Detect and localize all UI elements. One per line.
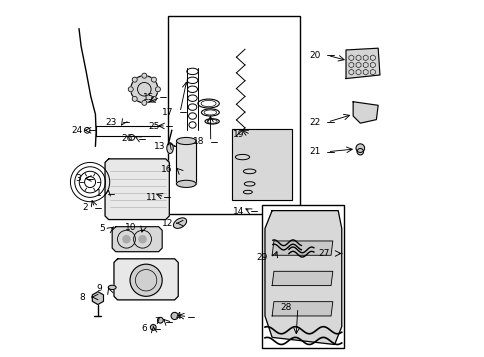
Text: 11: 11 [146, 192, 158, 202]
Circle shape [150, 325, 156, 330]
Polygon shape [272, 302, 332, 316]
Circle shape [157, 317, 163, 323]
Text: 7: 7 [153, 317, 159, 326]
Ellipse shape [166, 143, 173, 154]
Bar [176, 141, 196, 184]
Polygon shape [345, 48, 379, 79]
Bar [168, 16, 300, 214]
Text: 21: 21 [309, 147, 320, 156]
Text: 13: 13 [154, 142, 166, 151]
Text: 5: 5 [99, 224, 105, 233]
Circle shape [132, 96, 137, 101]
Text: 1: 1 [95, 189, 101, 198]
Text: 3: 3 [75, 174, 81, 183]
Ellipse shape [108, 285, 116, 290]
Bar [176, 141, 196, 184]
Circle shape [356, 149, 363, 155]
Circle shape [130, 264, 162, 296]
Text: 6: 6 [141, 324, 147, 333]
Text: 17: 17 [162, 108, 173, 117]
Text: 4: 4 [175, 312, 181, 321]
Text: 22: 22 [309, 117, 320, 127]
Circle shape [355, 144, 364, 152]
Text: 2: 2 [82, 203, 88, 212]
Ellipse shape [176, 137, 196, 145]
Bar [261, 205, 344, 348]
Polygon shape [352, 102, 378, 123]
Text: 18: 18 [193, 137, 204, 146]
Text: 16: 16 [160, 165, 172, 175]
Polygon shape [105, 159, 169, 220]
Text: 26: 26 [121, 134, 132, 143]
Bar [231, 129, 292, 200]
Circle shape [132, 77, 137, 82]
Circle shape [122, 236, 130, 243]
Bar [231, 129, 292, 200]
Circle shape [131, 76, 158, 103]
Ellipse shape [176, 180, 196, 187]
Text: 8: 8 [79, 292, 85, 302]
Text: 14: 14 [232, 207, 244, 216]
Polygon shape [92, 292, 103, 305]
Text: 27: 27 [318, 249, 329, 258]
Circle shape [151, 96, 156, 101]
Polygon shape [264, 211, 341, 345]
Polygon shape [272, 271, 332, 286]
Text: 15: 15 [142, 92, 153, 102]
Circle shape [139, 236, 146, 243]
Text: 25: 25 [148, 121, 159, 131]
Text: 19: 19 [232, 130, 244, 139]
Polygon shape [112, 227, 162, 252]
Circle shape [151, 77, 156, 82]
Circle shape [141, 100, 147, 105]
Text: 24: 24 [72, 126, 83, 135]
Polygon shape [114, 259, 178, 300]
Ellipse shape [173, 218, 186, 228]
Text: 29: 29 [257, 253, 268, 262]
Circle shape [128, 87, 133, 92]
Text: 10: 10 [125, 223, 136, 232]
Text: 20: 20 [309, 51, 320, 60]
Circle shape [141, 73, 147, 78]
Circle shape [171, 312, 178, 320]
Circle shape [155, 87, 160, 92]
Polygon shape [272, 241, 332, 255]
Text: 23: 23 [105, 118, 117, 127]
Text: 12: 12 [161, 218, 172, 228]
Text: 9: 9 [96, 284, 102, 293]
Text: 28: 28 [279, 303, 291, 312]
